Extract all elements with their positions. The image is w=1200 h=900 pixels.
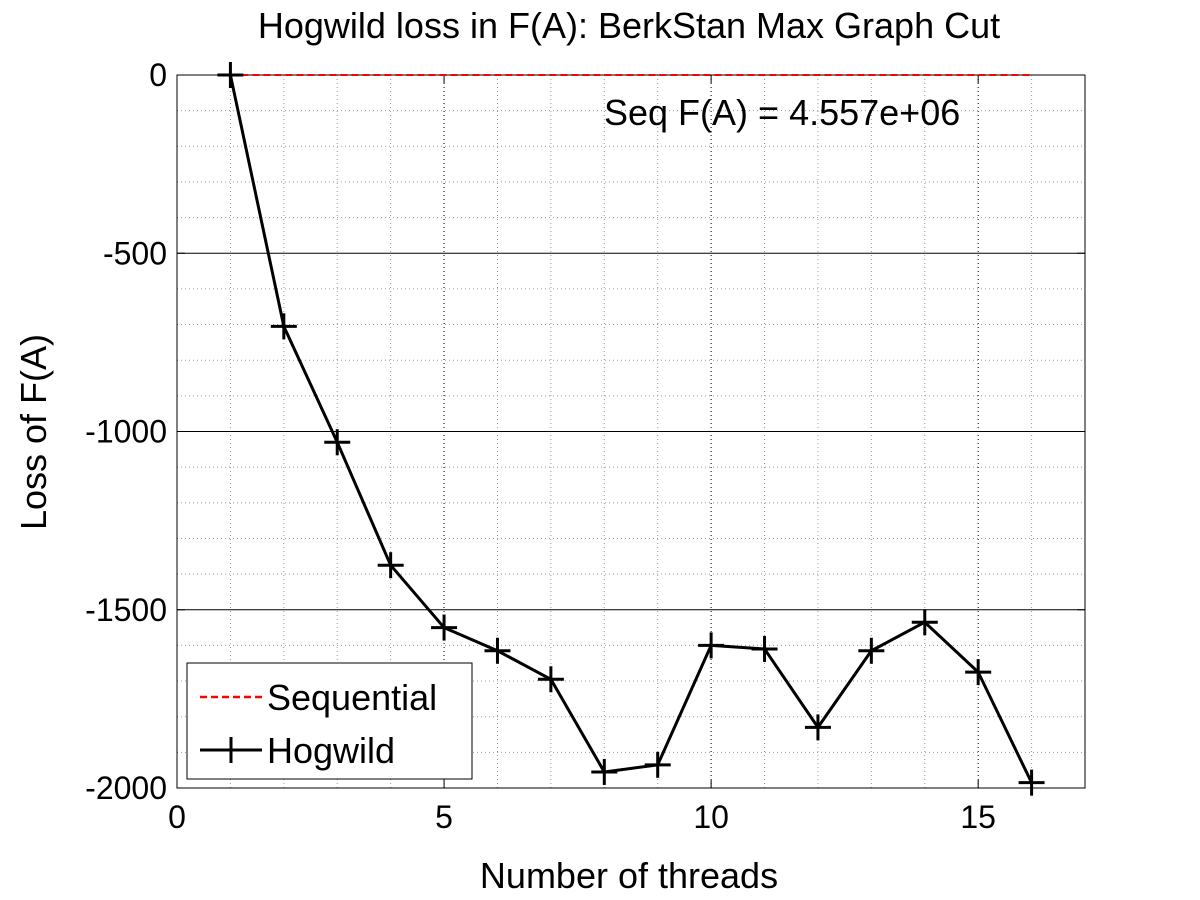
y-tick-label: -2000	[85, 770, 167, 806]
hogwild-marker	[431, 614, 458, 641]
x-tick-label: 5	[435, 799, 453, 835]
hogwild-marker	[698, 632, 725, 659]
y-axis-label: Loss of F(A)	[13, 334, 54, 530]
hogwild-marker	[270, 313, 297, 340]
hogwild-marker	[484, 637, 511, 664]
legend-box	[186, 662, 473, 780]
y-tick-label: -1000	[85, 414, 167, 450]
x-tick-label: 10	[693, 799, 729, 835]
y-tick-label: -500	[103, 235, 167, 271]
hogwild-marker	[911, 609, 938, 636]
hogwild-marker	[1018, 769, 1045, 796]
hogwild-marker	[751, 635, 778, 662]
hogwild-marker	[537, 666, 564, 693]
chart-title: Hogwild loss in F(A): BerkStan Max Graph…	[258, 5, 1000, 46]
hogwild-marker	[377, 552, 404, 579]
hogwild-marker	[858, 637, 885, 664]
hogwild-marker	[804, 714, 831, 741]
hogwild-marker	[644, 751, 671, 778]
sequential-value-annotation: Seq F(A) = 4.557e+06	[604, 92, 960, 133]
hogwild-marker	[591, 758, 618, 785]
hogwild-marker	[217, 62, 244, 88]
tick-labels: 0 5 10 15 0 -500 -1000 -1500 -2000	[85, 57, 996, 835]
major-grid	[177, 75, 1085, 788]
legend-hogwild-marker	[218, 737, 244, 763]
y-tick-label: -1500	[85, 592, 167, 628]
legend-hogwild-label: Hogwild	[267, 730, 395, 771]
legend-sequential-label: Sequential	[267, 677, 437, 718]
hogwild-marker	[965, 659, 992, 686]
axis-ticks	[176, 74, 1085, 789]
hogwild-marker	[324, 429, 351, 456]
x-tick-label: 15	[960, 799, 996, 835]
hogwild-line	[228, 74, 1033, 784]
legend: Sequential Hogwild	[186, 662, 473, 780]
y-tick-label: 0	[149, 57, 167, 93]
series-layer	[217, 62, 1045, 796]
x-tick-label: 0	[168, 799, 186, 835]
x-axis-label: Number of threads	[480, 855, 778, 896]
